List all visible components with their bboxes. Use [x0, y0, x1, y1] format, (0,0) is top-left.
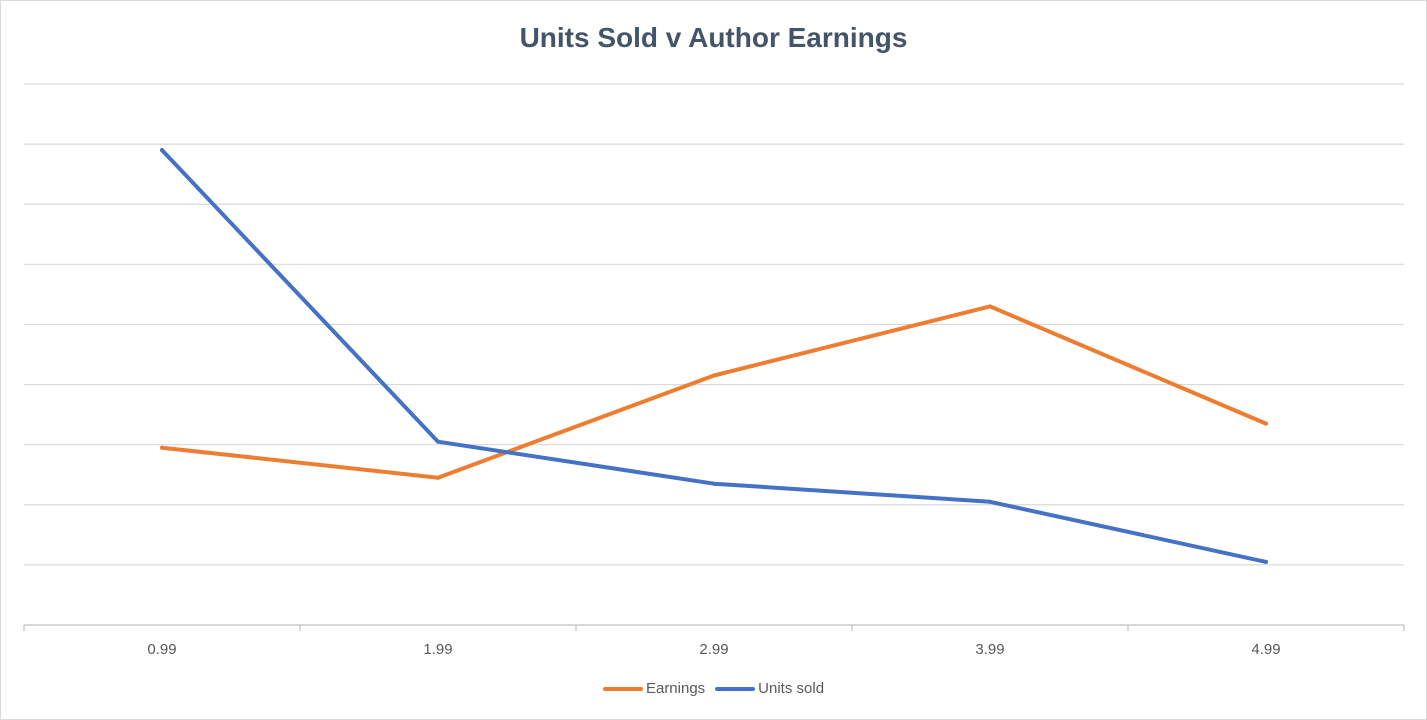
legend-swatch-earnings	[602, 686, 643, 691]
legend-item-earnings[interactable]: Earnings	[602, 680, 706, 697]
data-point[interactable]	[1264, 559, 1268, 564]
data-point[interactable]	[160, 148, 164, 153]
legend-item-units-sold[interactable]: Units sold	[715, 680, 824, 697]
data-point[interactable]	[988, 304, 992, 309]
legend-swatch-units-sold	[715, 686, 756, 691]
data-point[interactable]	[436, 475, 440, 480]
x-tick-label: 3.99	[975, 641, 1004, 658]
x-tick-label: 0.99	[147, 641, 176, 658]
x-tick-label: 1.99	[423, 641, 452, 658]
gridlines	[24, 83, 1404, 566]
series-line-earnings[interactable]	[160, 304, 1268, 480]
x-axis: 0.99 1.99 2.99 3.99 4.99	[23, 624, 1405, 658]
data-point[interactable]	[712, 481, 716, 486]
data-point[interactable]	[160, 445, 164, 450]
data-point[interactable]	[712, 373, 716, 378]
x-tick-label: 4.99	[1251, 641, 1280, 658]
data-point[interactable]	[1264, 421, 1268, 426]
legend: Earnings Units sold	[0, 680, 1427, 697]
series-line-units-sold[interactable]	[160, 148, 1268, 564]
legend-label-earnings: Earnings	[645, 680, 706, 697]
legend-label-units-sold: Units sold	[758, 680, 825, 697]
data-point[interactable]	[988, 499, 992, 504]
x-tick-label: 2.99	[699, 641, 728, 658]
data-point[interactable]	[436, 439, 440, 444]
chart-title: Units Sold v Author Earnings	[519, 22, 908, 53]
series-lines	[160, 148, 1268, 564]
